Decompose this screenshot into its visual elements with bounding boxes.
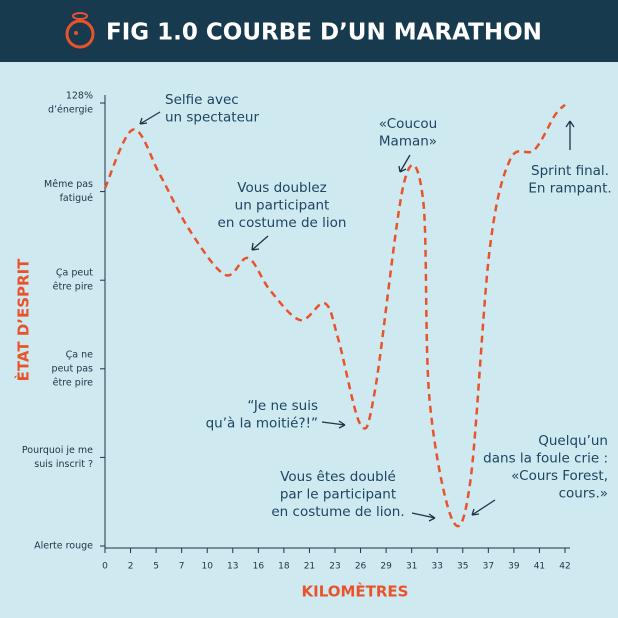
y-axis-title: ÈTAT D’ESPRIT (14, 258, 33, 382)
annotation: En rampant. (528, 181, 611, 197)
x-tick-label: 41 (534, 562, 545, 572)
x-tick-label: 31 (406, 562, 417, 572)
x-tick-label: 26 (355, 562, 367, 572)
y-tick-label: Alerte rouge (34, 541, 93, 552)
y-tick-label: Ça ne (66, 349, 93, 360)
annotation: Maman» (379, 134, 437, 150)
y-tick-label: fatigué (60, 193, 94, 204)
annotation: dans la foule crie : (483, 451, 608, 467)
annotation: un spectateur (165, 110, 259, 126)
curve (103, 103, 566, 528)
y-tick-label: être pire (53, 377, 93, 388)
y-tick-label: être pire (53, 282, 93, 293)
x-tick-label: 35 (457, 562, 468, 572)
annotation: cours.» (559, 486, 608, 502)
annotation: Vous êtes doublé (280, 469, 396, 485)
annotation: par le participant (280, 487, 396, 503)
annotation: Selfie avec (165, 92, 239, 108)
x-tick-label: 29 (380, 562, 392, 572)
annotation: Sprint final. (531, 163, 609, 179)
annotation: «Cours Forest, (511, 468, 608, 484)
logo (65, 12, 95, 49)
x-tick-label: 42 (559, 562, 570, 572)
x-tick-label: 13 (227, 562, 238, 572)
y-tick-label: d’énergie (48, 105, 93, 116)
x-tick-label: 33 (431, 562, 442, 572)
x-tick-label: 10 (201, 562, 213, 572)
x-tick-label: 0 (102, 562, 108, 572)
annotation: un participant (235, 198, 330, 214)
x-tick-label: 21 (304, 562, 315, 572)
x-tick-label: 5 (153, 562, 159, 572)
y-tick-label: peut pas (52, 363, 93, 374)
x-tick-label: 16 (253, 562, 265, 572)
y-tick-label: Même pas (44, 179, 93, 190)
y-tick-label: suis inscrit ? (34, 459, 93, 470)
annotation: en costume de lion (218, 215, 347, 231)
annotation: Quelqu’un (538, 433, 608, 449)
arrows (139, 111, 575, 522)
y-tick-label: Pourquoi je me (22, 445, 93, 456)
x-tick-label: 18 (278, 562, 290, 572)
annotation: Vous doublez (237, 180, 326, 196)
y-tick-label: Ça peut (56, 268, 93, 279)
annotation: “Je ne suis (247, 398, 318, 414)
header (0, 0, 618, 62)
annotation: «Coucou (379, 116, 438, 132)
x-tick-label: 7 (179, 562, 185, 572)
y-tick-label: 128% (66, 91, 93, 102)
x-tick-label: 37 (483, 562, 494, 572)
x-axis-title: KILOMÈTRES (302, 582, 409, 601)
x-tick-label: 39 (508, 562, 520, 572)
chart-title: FIG 1.0 COURBE D’UN MARATHON (106, 20, 542, 46)
x-tick-label: 23 (329, 562, 340, 572)
annotation: en costume de lion. (271, 504, 404, 520)
annotation: qu’à la moitié?!” (206, 416, 318, 432)
x-tick-label: 2 (128, 562, 134, 572)
